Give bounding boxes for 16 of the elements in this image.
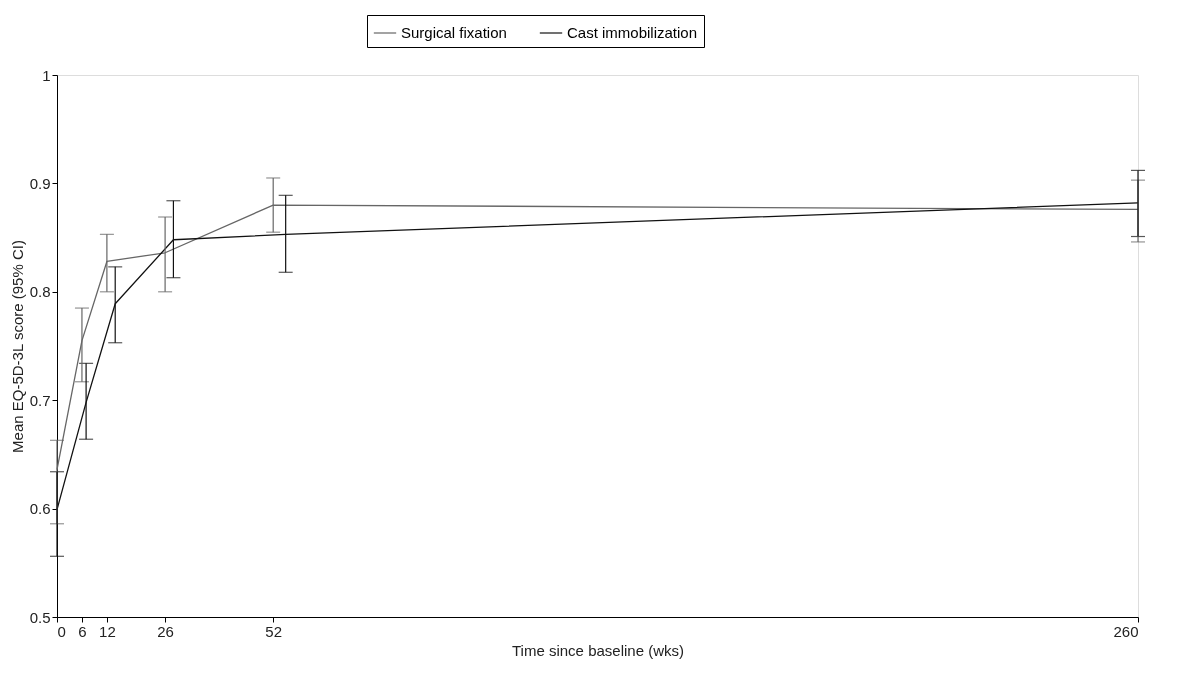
y-tick-label: 0.9: [29, 174, 51, 192]
x-tick-label: 12: [99, 622, 116, 640]
y-axis-title: Mean EQ-5D-3L score (95% CI): [8, 240, 26, 453]
x-axis-title: Time since baseline (wks): [512, 641, 684, 659]
x-tick-label: 6: [78, 622, 87, 640]
x-tick-label: 26: [157, 622, 174, 640]
y-tick-label: 1: [42, 66, 51, 84]
x-tick-label: 52: [265, 622, 283, 640]
x-tick-label: 260: [1113, 622, 1139, 640]
x-tick-label: 0: [57, 622, 66, 640]
legend-label: Surgical fixation: [401, 24, 507, 41]
y-tick-label: 0.7: [29, 391, 51, 409]
legend-label: Cast immobilization: [567, 24, 698, 41]
y-tick-label: 0.6: [29, 500, 51, 518]
y-tick-label: 0.8: [29, 283, 51, 301]
y-tick-label: 0.5: [29, 608, 51, 626]
